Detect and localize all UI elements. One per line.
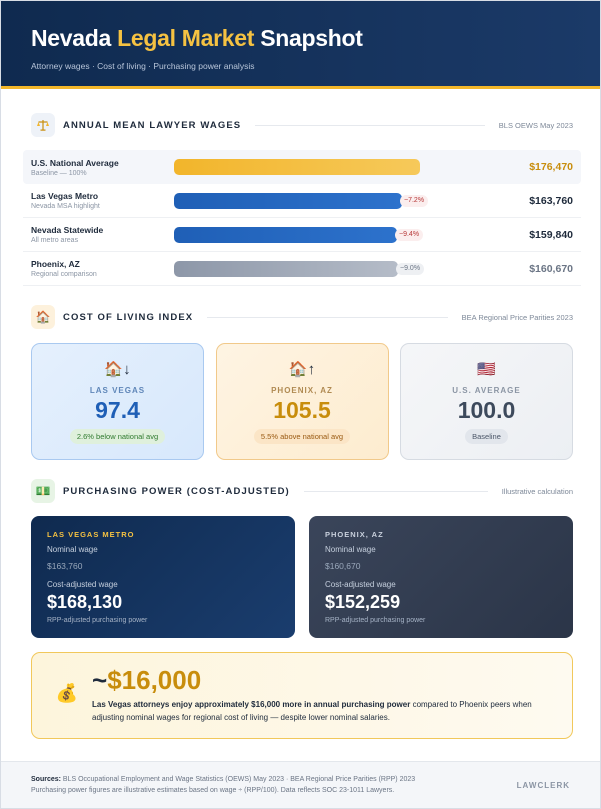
col-section-header: 🏠 COST OF LIVING INDEX BEA Regional Pric… <box>31 304 573 330</box>
wage-value: $176,470 <box>529 161 573 173</box>
divider <box>303 490 488 492</box>
wages-table: U.S. National Average Baseline — 100% $176… <box>23 150 581 286</box>
wage-value: $163,760 <box>529 194 573 207</box>
col-cards: 🏠↓ LAS VEGAS 97.4 2.6% below national av… <box>31 343 573 460</box>
wage-label: Nevada Statewide All metro areas <box>31 225 174 244</box>
section-title: COST OF LIVING INDEX <box>63 311 194 323</box>
pp-section-header: 💵 PURCHASING POWER (COST-ADJUSTED) Illus… <box>31 478 573 504</box>
wage-sub: Baseline — 100% <box>31 169 87 177</box>
nominal-label: Nominal wage <box>47 545 98 554</box>
card-value: 105.5 <box>273 397 331 423</box>
wage-label: U.S. National Average Baseline — 100% <box>31 158 174 177</box>
adjusted-label: Cost-adjusted wage <box>47 580 118 589</box>
col-card-phoenix: 🏠↑ PHOENIX, AZ 105.5 5.5% above national… <box>215 343 389 460</box>
col-card-us-average: 🇺🇸 U.S. AVERAGE 100.0 Baseline <box>400 343 573 460</box>
nominal-value: $160,670 <box>325 561 361 571</box>
divider <box>255 124 485 126</box>
wage-value: $159,840 <box>529 228 573 241</box>
divider <box>207 316 448 318</box>
card-pill: Baseline <box>465 429 508 444</box>
wage-name: Las Vegas Metro <box>31 191 99 201</box>
card-value: 97.4 <box>95 397 140 423</box>
wage-name: U.S. National Average <box>31 157 119 168</box>
wage-diff-badge: −9.0% <box>396 262 425 275</box>
wage-bar-track: −9.4% <box>174 226 474 243</box>
section-title: ANNUAL MEAN LAWYER WAGES <box>63 119 242 131</box>
wage-bar-track <box>174 159 474 175</box>
wage-diff-badge: −9.4% <box>395 228 424 241</box>
nominal-value: $163,760 <box>47 561 83 571</box>
wage-bar-track: −9.0% <box>174 260 474 277</box>
section-title: PURCHASING POWER (COST-ADJUSTED) <box>63 485 290 497</box>
wage-bar <box>174 226 397 243</box>
wage-bar <box>174 192 402 209</box>
wage-row: Phoenix, AZ Regional comparison −9.0% $160,… <box>23 252 581 286</box>
wage-sub: Regional comparison <box>31 271 97 278</box>
pp-note: RPP-adjusted purchasing power <box>325 617 426 624</box>
footer-sources: Sources: BLS Occupational Employment and… <box>31 776 416 794</box>
pp-note: RPP-adjusted purchasing power <box>47 617 148 624</box>
brand-logo: LAWCLERK <box>516 781 570 790</box>
adjusted-value: $168,130 <box>47 592 123 612</box>
wages-section-header: ANNUAL MEAN LAWYER WAGES BLS OEWS May 20… <box>31 112 573 138</box>
pp-card-phoenix: PHOENIX, AZ Nominal wage $160,670 Cost-a… <box>309 516 573 638</box>
card-label: U.S. AVERAGE <box>452 386 521 395</box>
callout-text: Las Vegas attorneys enjoy approximately … <box>92 700 532 722</box>
card-pill: 5.5% above national avg <box>253 429 351 444</box>
wage-sub: All metro areas <box>31 237 79 244</box>
card-label: LAS VEGAS <box>89 386 146 395</box>
pp-card-las-vegas: LAS VEGAS METRO Nominal wage $163,760 Co… <box>31 516 295 638</box>
page-title: Nevada Legal Market Snapshot <box>31 25 363 51</box>
adjusted-label: Cost-adjusted wage <box>325 580 396 589</box>
house-up-icon: 🏠↑ <box>288 361 316 378</box>
pp-card-title: LAS VEGAS METRO <box>47 530 135 539</box>
wage-label: Phoenix, AZ Regional comparison <box>31 259 174 278</box>
us-flag-icon: 🇺🇸 <box>477 361 496 378</box>
wage-sub: Nevada MSA highlight <box>31 203 100 210</box>
card-label: PHOENIX, AZ <box>271 386 333 395</box>
scales-icon <box>31 113 55 137</box>
pp-cards: LAS VEGAS METRO Nominal wage $163,760 Co… <box>31 516 573 638</box>
house-icon: 🏠 <box>31 305 55 329</box>
callout-amount: ~$16,000 <box>92 665 202 695</box>
money-icon: 💵 <box>31 479 55 503</box>
wage-name: Phoenix, AZ <box>31 259 80 269</box>
wage-row: Las Vegas Metro Nevada MSA highlight −7.2%… <box>23 184 581 218</box>
wage-name: Nevada Statewide <box>31 225 104 235</box>
page-subtitle: Attorney wages · Cost of living · Purcha… <box>31 61 255 71</box>
pp-card-title: PHOENIX, AZ <box>325 530 384 539</box>
nominal-label: Nominal wage <box>325 545 376 554</box>
section-source: Illustrative calculation <box>501 486 573 496</box>
wage-label: Las Vegas Metro Nevada MSA highlight <box>31 191 174 210</box>
footer: Sources: BLS Occupational Employment and… <box>1 761 600 808</box>
col-card-las-vegas: 🏠↓ LAS VEGAS 97.4 2.6% below national av… <box>31 343 204 460</box>
header: Nevada Legal Market Snapshot Attorney wa… <box>1 1 600 89</box>
wage-diff-badge: −7.2% <box>400 194 429 207</box>
section-source: BEA Regional Price Parities 2023 <box>461 312 573 322</box>
house-down-icon: 🏠↓ <box>104 361 131 378</box>
wage-bar-track: −7.2% <box>174 192 474 209</box>
wage-bar <box>174 260 398 277</box>
section-source: BLS OEWS May 2023 <box>498 120 573 130</box>
card-value: 100.0 <box>457 397 516 423</box>
wage-row: U.S. National Average Baseline — 100% $176… <box>23 150 581 184</box>
savings-callout: 💰 ~$16,000 Las Vegas attorneys enjoy app… <box>31 652 573 739</box>
card-pill: 2.6% below national avg <box>69 429 166 444</box>
wage-row: Nevada Statewide All metro areas −9.4% $159… <box>23 218 581 252</box>
wage-bar <box>174 159 420 175</box>
wage-value: $160,670 <box>529 262 573 275</box>
adjusted-value: $152,259 <box>325 592 401 612</box>
money-bag-icon: 💰 <box>55 683 79 703</box>
